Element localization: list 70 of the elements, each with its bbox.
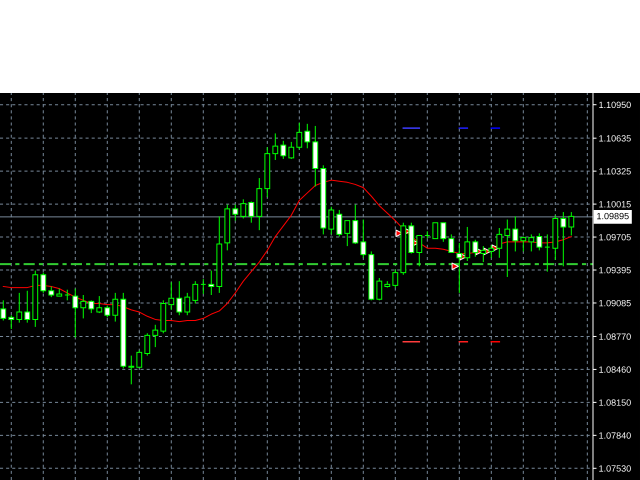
candlestick xyxy=(464,226,470,262)
candlestick xyxy=(288,141,294,160)
candlestick xyxy=(376,277,382,301)
y-tick-label: 1.09085 xyxy=(599,300,631,306)
candlestick xyxy=(80,294,86,319)
candlestick xyxy=(232,204,238,222)
candlestick xyxy=(488,244,494,258)
candlestick xyxy=(416,234,422,267)
candlestick xyxy=(64,289,70,301)
y-tick-label: 1.09705 xyxy=(599,234,631,240)
candlestick xyxy=(344,220,350,247)
candlestick xyxy=(168,282,174,310)
candlestick xyxy=(48,286,54,298)
point xyxy=(452,262,460,270)
y-tick-label: 1.10950 xyxy=(599,102,631,108)
candlestick xyxy=(272,132,278,160)
candlestick xyxy=(440,222,446,242)
candlestick xyxy=(112,292,118,322)
candlestick xyxy=(200,278,206,294)
candlestick xyxy=(176,280,182,316)
candlestick xyxy=(208,270,214,296)
candlestick xyxy=(448,234,454,253)
candlestick xyxy=(512,216,518,252)
candlestick xyxy=(104,305,110,318)
candlestick xyxy=(88,300,94,314)
y-tick-label: 1.10325 xyxy=(599,168,631,175)
y-tick-label: 1.09395 xyxy=(599,266,631,274)
candlestick xyxy=(96,296,102,314)
candlestick xyxy=(560,212,566,267)
candlestick xyxy=(136,350,142,368)
candlestick xyxy=(128,355,134,385)
ref-line-label: 1.09895 xyxy=(597,212,629,220)
candlestick xyxy=(544,234,550,272)
candlestick xyxy=(296,122,302,150)
candlestick xyxy=(24,290,30,324)
candlestick xyxy=(480,246,486,263)
candlestick xyxy=(568,212,574,236)
candlestick xyxy=(40,272,46,294)
candlestick xyxy=(360,219,366,258)
y-tick-label: 1.08150 xyxy=(599,399,631,406)
candlestick xyxy=(72,288,78,338)
candlestick xyxy=(192,280,198,304)
candlestick xyxy=(392,268,398,288)
y-tick-label: 1.07840 xyxy=(599,432,631,439)
candlestick xyxy=(248,200,254,224)
candlestick xyxy=(304,123,310,149)
candlestick xyxy=(496,228,502,258)
y-tick-label: 1.08770 xyxy=(599,333,631,340)
line-series xyxy=(2,180,572,322)
candlestick xyxy=(528,234,534,252)
candlestick xyxy=(520,236,526,252)
candlestick xyxy=(184,292,190,316)
candlestick xyxy=(0,300,6,322)
candlestick xyxy=(240,198,246,219)
candlestick xyxy=(144,332,150,356)
y-tick-label: 1.08460 xyxy=(599,366,631,373)
candlestick xyxy=(336,209,342,238)
candlestick xyxy=(352,204,358,244)
candlestick xyxy=(328,206,334,235)
candlestick xyxy=(152,324,158,348)
candlestick xyxy=(472,239,478,258)
y-tick-label: 1.10015 xyxy=(599,201,631,208)
candlestick xyxy=(504,219,510,278)
candlestick xyxy=(8,314,14,330)
candlestick xyxy=(536,232,542,251)
candlestick xyxy=(280,140,286,160)
candlestick xyxy=(432,222,438,240)
y-tick-label: 1.10635 xyxy=(599,135,631,142)
y-tick-label: 1.07530 xyxy=(599,465,631,472)
candlestick xyxy=(16,292,22,324)
